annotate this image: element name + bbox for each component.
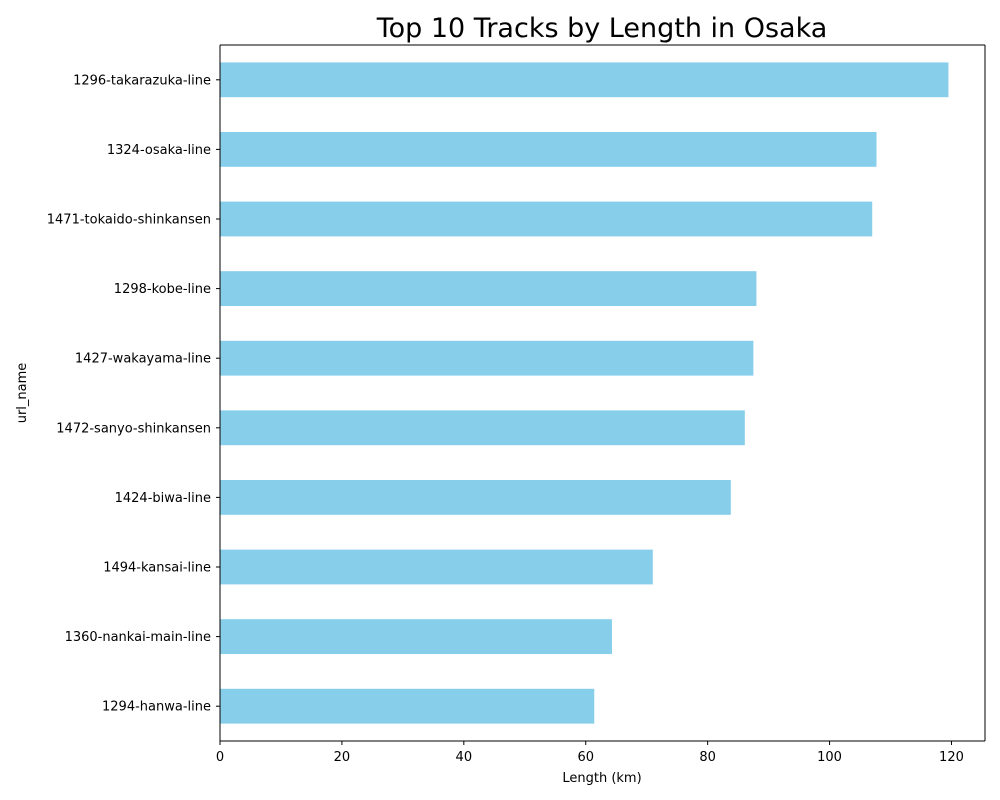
bar-1360-nankai-main-line xyxy=(220,619,612,654)
bar-1296-takarazuka-line xyxy=(220,62,949,98)
bar-1494-kansai-line xyxy=(220,549,653,585)
y-tick-label: 1472-sanyo-shinkansen xyxy=(56,421,211,436)
y-tick-label: 1494-kansai-line xyxy=(103,561,211,576)
x-tick-label: 120 xyxy=(939,750,964,765)
x-tick-label: 80 xyxy=(699,750,716,765)
y-tick-label: 1471-tokaido-shinkansen xyxy=(47,213,211,228)
x-axis-label: Length (km) xyxy=(562,771,641,786)
bars-group xyxy=(220,62,949,724)
x-tick-label: 0 xyxy=(216,750,224,765)
y-tick-label: 1296-takarazuka-line xyxy=(73,73,211,88)
y-tick-label: 1298-kobe-line xyxy=(114,282,211,297)
y-tick-label: 1360-nankai-main-line xyxy=(65,630,211,645)
chart-title: Top 10 Tracks by Length in Osaka xyxy=(376,13,828,44)
x-tick-label: 40 xyxy=(456,750,473,765)
y-tick-label: 1294-hanwa-line xyxy=(102,700,211,715)
bar-1424-biwa-line xyxy=(220,480,731,515)
bar-1294-hanwa-line xyxy=(220,688,595,724)
y-tick-label: 1324-osaka-line xyxy=(107,143,211,158)
x-axis-ticks: 0 20 40 60 80 100 120 xyxy=(216,741,964,765)
y-tick-label: 1427-wakayama-line xyxy=(75,352,211,367)
y-tick-label: 1424-biwa-line xyxy=(115,491,211,506)
x-tick-label: 100 xyxy=(817,750,842,765)
bar-1472-sanyo-shinkansen xyxy=(220,410,745,446)
y-axis-ticks: 1296-takarazuka-line 1324-osaka-line 1471-… xyxy=(47,73,220,715)
x-tick-label: 60 xyxy=(577,750,594,765)
y-axis-label: url_name xyxy=(15,363,30,424)
bar-1471-tokaido-shinkansen xyxy=(220,201,873,237)
x-tick-label: 20 xyxy=(334,750,351,765)
bar-1324-osaka-line xyxy=(220,132,877,167)
bar-1298-kobe-line xyxy=(220,271,757,306)
bar-1427-wakayama-line xyxy=(220,340,754,376)
